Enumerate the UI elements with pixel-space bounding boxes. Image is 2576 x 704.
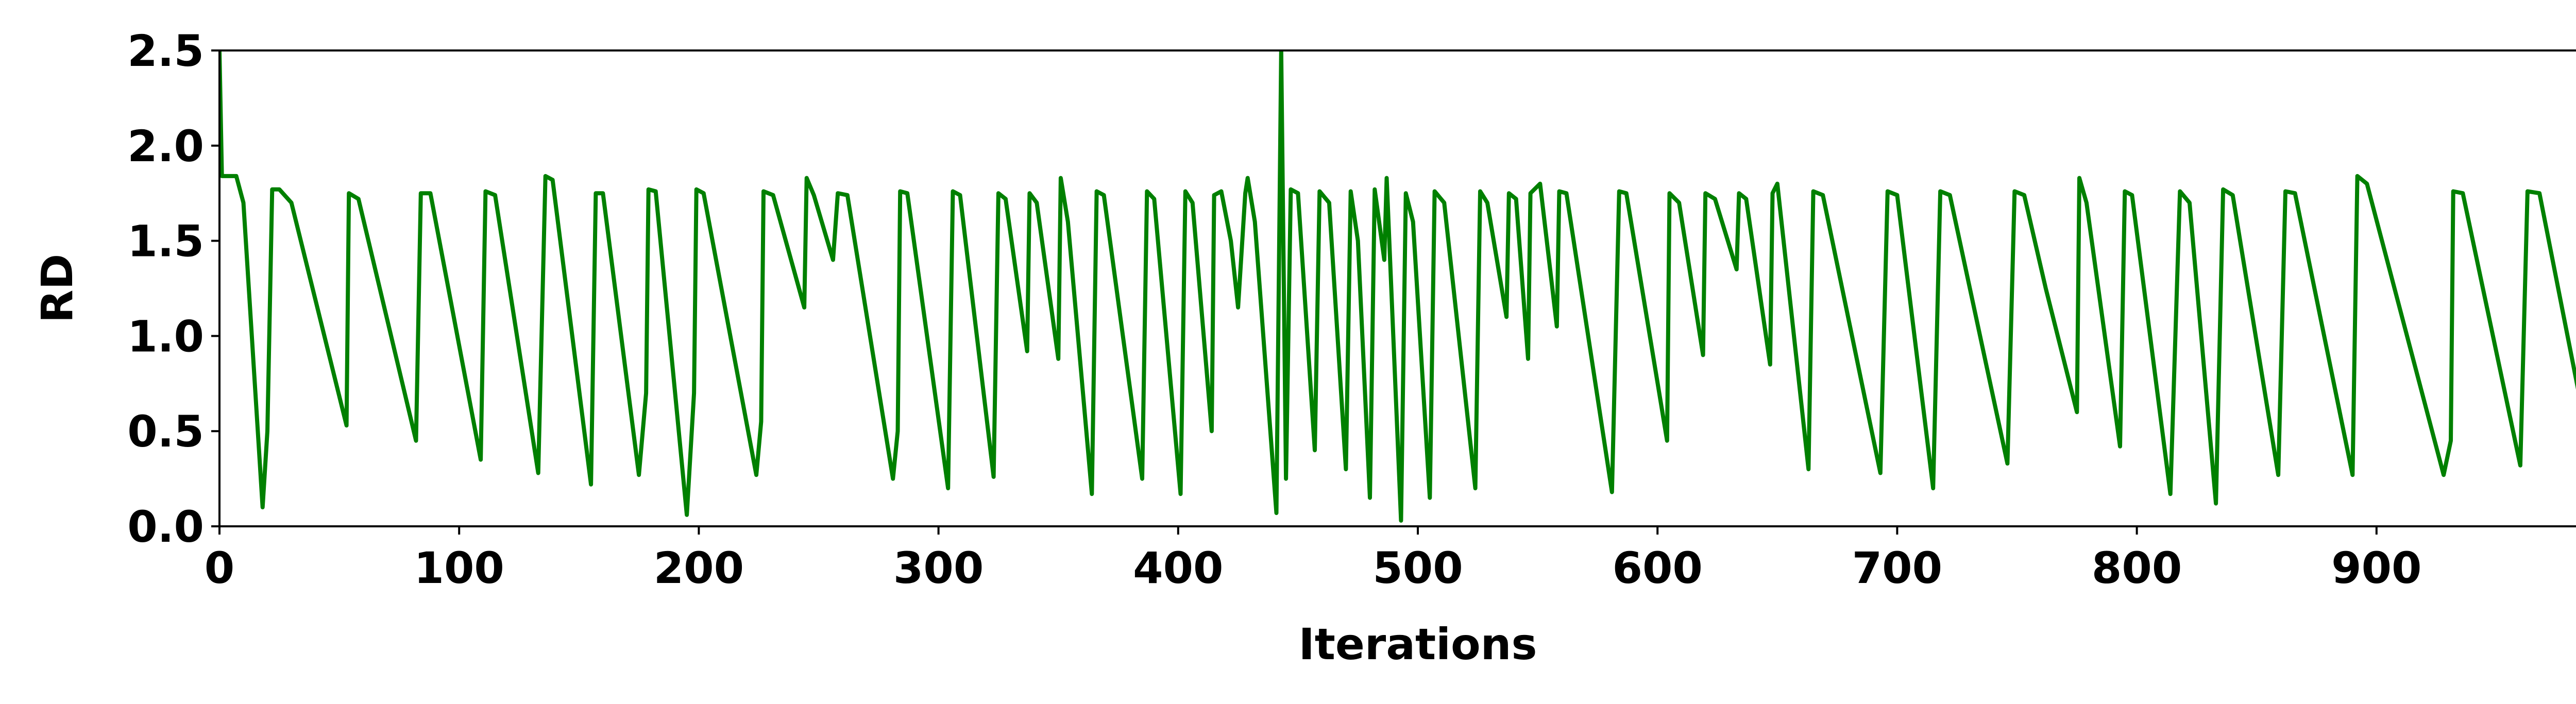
x-tick-label: 700: [1852, 543, 1942, 593]
x-tick-label: 800: [2092, 543, 2182, 593]
x-tick-label: 900: [2331, 543, 2421, 593]
x-axis-title: Iterations: [1299, 619, 1537, 669]
y-tick-label: 0.0: [127, 502, 204, 552]
y-tick-label: 2.5: [127, 26, 204, 76]
x-tick-label: 0: [205, 543, 234, 593]
x-tick-label: 400: [1133, 543, 1223, 593]
y-tick-label: 1.0: [127, 311, 204, 362]
y-axis-title: RD: [32, 254, 82, 323]
x-tick-label: 200: [654, 543, 744, 593]
y-tick-label: 1.5: [127, 216, 204, 267]
x-tick-label: 100: [414, 543, 504, 593]
x-tick-label: 300: [893, 543, 984, 593]
data-line: [219, 50, 2576, 523]
y-tick-label: 0.5: [127, 406, 204, 457]
x-tick-label: 500: [1372, 543, 1463, 593]
x-tick-label: 600: [1613, 543, 1703, 593]
y-tick-label: 2.0: [127, 121, 204, 171]
plot-frame: [218, 49, 2576, 527]
